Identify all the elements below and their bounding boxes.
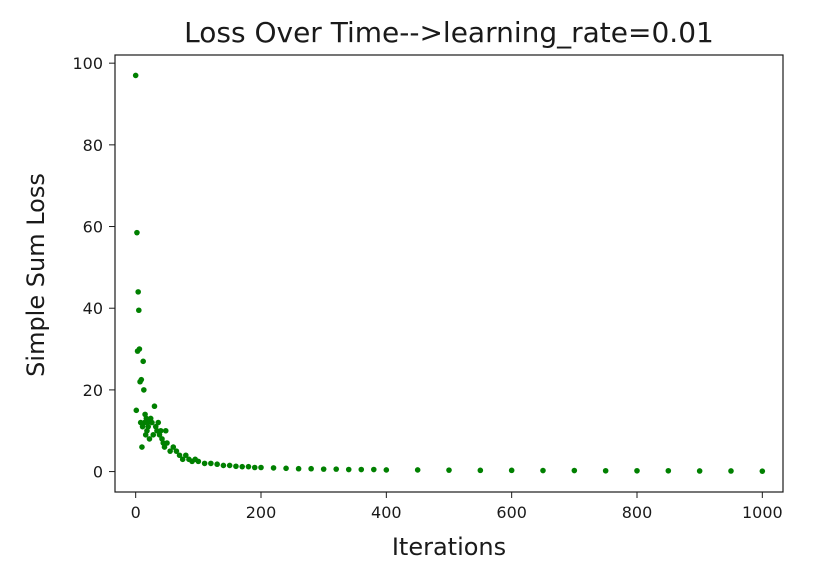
data-point	[239, 463, 246, 470]
data-point	[140, 358, 146, 365]
data-point	[665, 467, 672, 474]
data-point	[233, 463, 239, 470]
data-point	[149, 419, 155, 426]
y-tick-label: 60	[83, 218, 103, 237]
data-point	[183, 452, 189, 459]
data-point	[135, 289, 141, 295]
data-point	[161, 444, 168, 450]
y-tick-label: 80	[83, 136, 103, 155]
data-point	[270, 465, 277, 471]
data-point	[167, 448, 173, 454]
x-tick-label: 800	[622, 503, 653, 522]
data-point	[295, 465, 302, 472]
data-point	[383, 467, 390, 473]
data-point	[371, 466, 377, 473]
data-point	[150, 432, 157, 438]
x-axis-ticks: 0 200 400 600 800 1000	[131, 492, 783, 522]
x-axis-label: Iterations	[392, 533, 506, 561]
data-point	[176, 452, 183, 459]
data-point	[333, 466, 340, 472]
chart-title: Loss Over Time-->learning_rate=0.01	[184, 16, 714, 49]
data-point	[139, 444, 145, 450]
y-tick-label: 0	[93, 463, 103, 482]
data-point	[283, 465, 289, 472]
data-point	[133, 407, 140, 414]
data-point	[195, 458, 202, 465]
data-point	[155, 419, 162, 426]
data-point	[220, 462, 227, 469]
data-point	[170, 444, 177, 450]
x-tick-label: 400	[371, 503, 402, 522]
data-point	[132, 72, 139, 79]
y-tick-label: 40	[83, 299, 103, 318]
data-point	[179, 456, 186, 463]
data-point	[201, 460, 208, 467]
data-point	[145, 423, 152, 430]
data-point	[214, 461, 220, 468]
y-tick-label: 20	[83, 381, 103, 400]
data-point	[728, 468, 734, 474]
data-point	[208, 460, 214, 467]
data-point	[251, 464, 258, 471]
data-point	[477, 467, 484, 474]
data-point	[308, 465, 314, 472]
data-point	[358, 466, 365, 473]
data-point	[136, 346, 143, 352]
x-tick-label: 600	[496, 503, 527, 522]
data-point	[446, 467, 452, 473]
x-tick-label: 200	[246, 503, 277, 522]
data-point	[162, 427, 169, 434]
data-point	[571, 467, 578, 474]
data-point	[634, 467, 640, 474]
data-point	[146, 436, 153, 442]
data-point	[414, 467, 421, 473]
y-axis-ticks: 0 20 40 60 80 100	[72, 54, 115, 482]
data-point	[138, 376, 145, 383]
data-point	[226, 462, 233, 469]
data-point	[540, 467, 546, 474]
data-point	[320, 466, 327, 472]
data-point	[173, 448, 180, 454]
x-tick-label: 0	[131, 503, 141, 522]
y-tick-label: 100	[72, 54, 103, 73]
y-axis-label: Simple Sum Loss	[22, 173, 50, 377]
data-point	[696, 468, 703, 474]
data-point	[759, 468, 766, 474]
data-point	[508, 467, 515, 474]
data-point	[134, 229, 140, 236]
data-point	[164, 440, 170, 446]
data-point	[258, 464, 264, 471]
data-point	[602, 467, 609, 474]
data-point	[141, 387, 147, 393]
data-point	[136, 307, 142, 314]
data-point	[151, 403, 158, 410]
data-point	[245, 463, 252, 470]
data-point	[157, 427, 164, 434]
x-tick-label: 1000	[742, 503, 783, 522]
data-point	[345, 466, 352, 473]
plot-frame	[114, 54, 784, 493]
data-points	[132, 72, 766, 474]
